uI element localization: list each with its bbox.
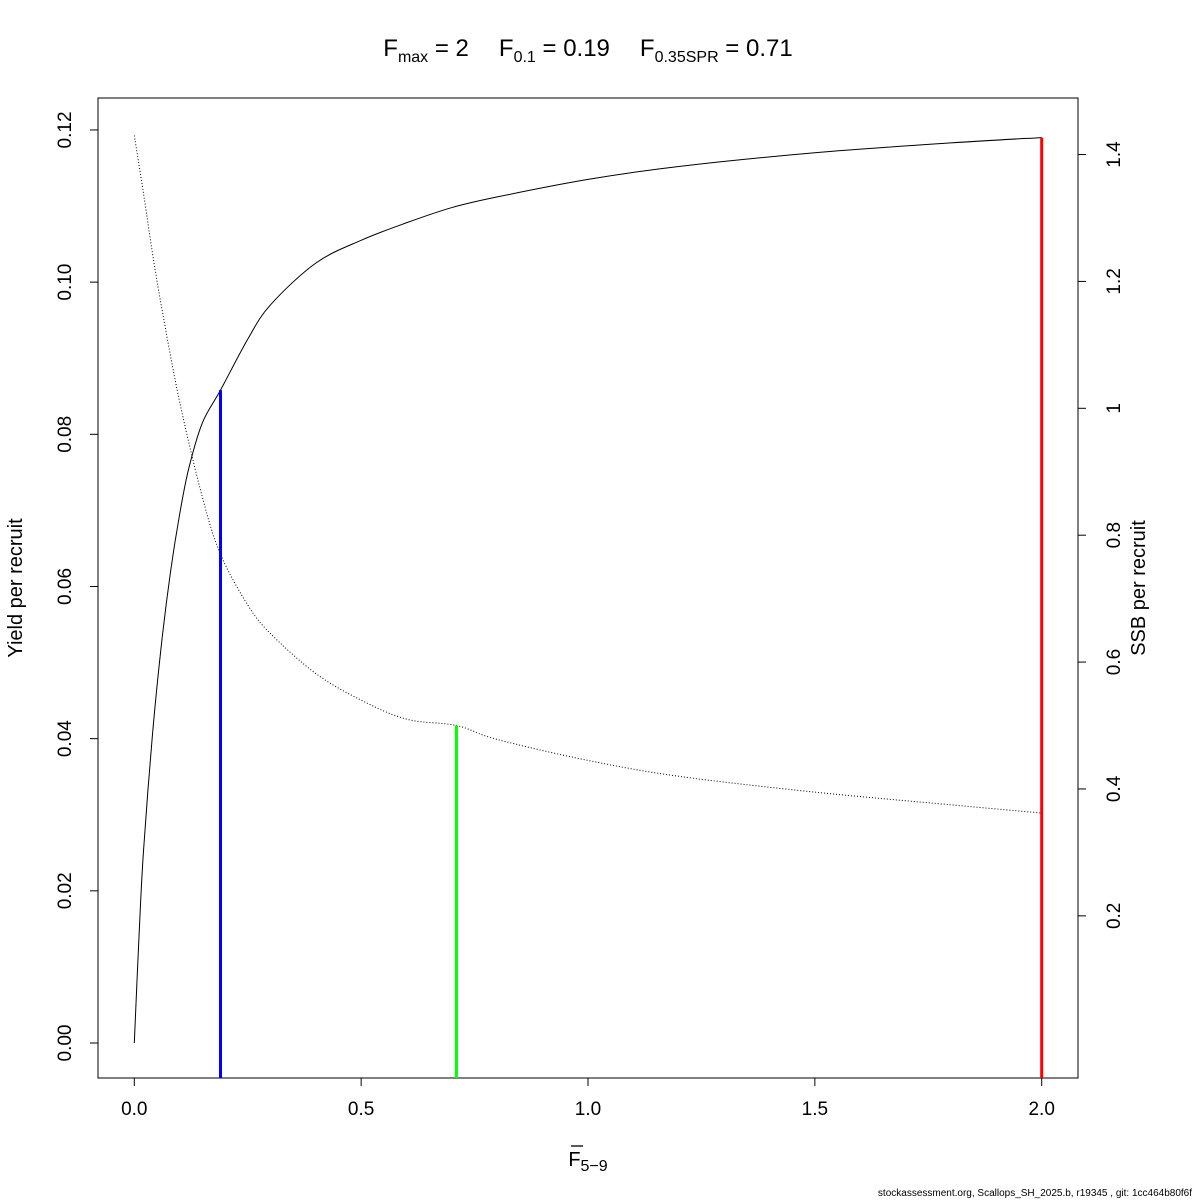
title-fspr-sub: 0.35SPR (655, 49, 719, 66)
y-left-tick-label: 0.04 (55, 720, 76, 757)
x-tick-label: 1.0 (575, 1099, 601, 1120)
x-tick-label: 0.5 (348, 1099, 374, 1120)
footer-note: stockassessment.org, Scallops_SH_2025.b,… (878, 1188, 1192, 1199)
title-fspr-base: F (640, 35, 655, 62)
y-right-tick-label: 1.2 (1104, 268, 1125, 294)
y-left-tick-label: 0.10 (55, 264, 76, 301)
chart-title: Fmax = 2 F0.1 = 0.19 F0.35SPR = 0.71 (383, 35, 792, 66)
title-f01-base: F (499, 35, 514, 62)
xlabel-sub: 5−9 (581, 1158, 608, 1175)
x-tick-label: 1.5 (802, 1099, 828, 1120)
y-axis-right: 0.2 0.4 0.6 0.8 1 1.2 1.4 (1078, 141, 1125, 929)
title-f01-value: 0.19 (563, 35, 610, 62)
y-axis-left-title: Yield per recruit (5, 518, 27, 658)
title-fmax-value: 2 (456, 35, 469, 62)
y-left-tick-label: 0.06 (55, 568, 76, 605)
title-fmax-sub: max (398, 49, 428, 66)
y-right-tick-label: 0.6 (1104, 649, 1125, 675)
x-tick-label: 2.0 (1028, 1099, 1054, 1120)
series-line-ssb-per-recruit (133, 135, 1042, 814)
y-axis-right-title: SSB per recruit (1128, 520, 1150, 656)
title-f01-sub: 0.1 (514, 49, 536, 66)
xlabel-base: F (568, 1149, 580, 1171)
reference-lines (219, 137, 1044, 1078)
y-right-tick-label: 0.4 (1104, 775, 1125, 802)
x-tick-label: 0.0 (121, 1099, 147, 1120)
x-axis: 0.0 0.5 1.0 1.5 2.0 (121, 1078, 1055, 1120)
title-fmax-base: F (383, 35, 398, 62)
y-right-tick-label: 0.8 (1104, 522, 1125, 548)
x-axis-title: F5−9 (568, 1149, 607, 1175)
series-line-yield-per-recruit (133, 137, 1042, 1044)
y-left-tick-label: 0.12 (55, 111, 76, 148)
series-layer (133, 135, 1042, 1044)
y-right-tick-label: 0.2 (1104, 903, 1125, 929)
y-left-tick-label: 0.08 (55, 416, 76, 453)
y-left-tick-label: 0.00 (55, 1025, 76, 1062)
y-axis-left: 0.00 0.02 0.04 0.06 0.08 0.10 0.12 (55, 111, 98, 1061)
y-left-tick-label: 0.02 (55, 872, 76, 909)
plot-frame (97, 97, 1079, 1079)
y-right-tick-label: 1.4 (1104, 141, 1125, 168)
title-fspr-value: 0.71 (746, 35, 793, 62)
y-right-tick-label: 1 (1104, 403, 1125, 414)
